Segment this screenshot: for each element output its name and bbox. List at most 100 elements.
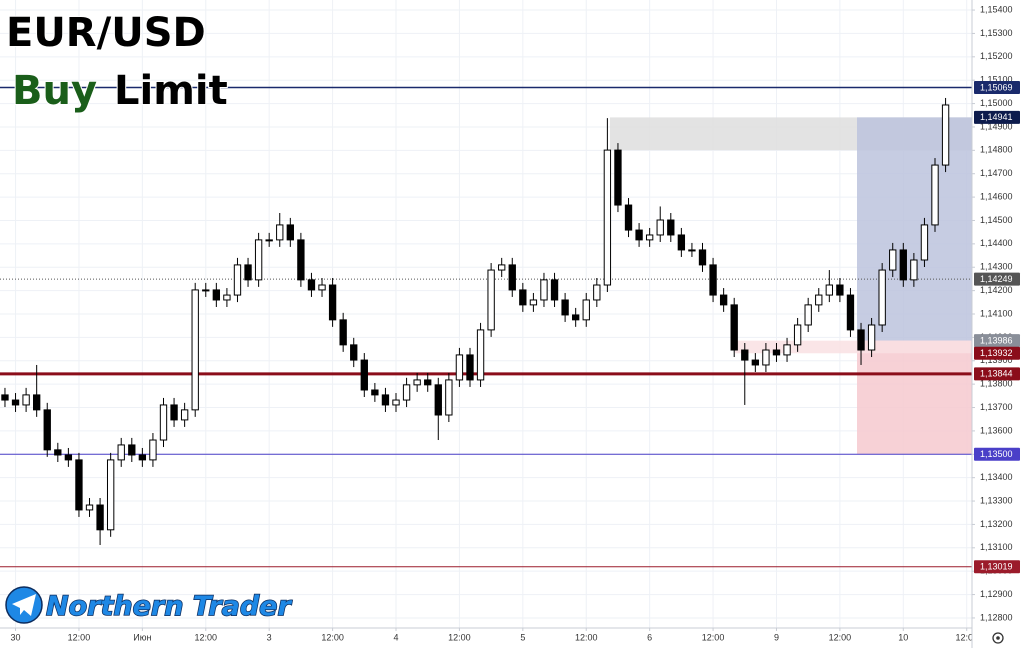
candle-body <box>350 344 358 361</box>
candle-body <box>561 299 569 316</box>
price-tag-label: 1,13986 <box>980 336 1013 346</box>
candle-body <box>128 444 136 456</box>
candle-body <box>265 239 273 242</box>
candle-body <box>931 164 939 226</box>
candle-body <box>138 454 147 461</box>
candle-body <box>550 279 559 301</box>
time-axis <box>0 628 1024 648</box>
candle-body <box>202 289 210 292</box>
settings-icon[interactable] <box>992 632 1004 644</box>
candle-body <box>276 224 284 241</box>
candle-body <box>677 234 686 251</box>
candle-body <box>286 224 294 241</box>
candle-body <box>582 299 590 321</box>
y-tick-label: 1,13200 <box>980 519 1013 529</box>
price-tag-label: 1,13844 <box>980 369 1013 379</box>
y-tick-label: 1,14400 <box>980 238 1013 248</box>
candle-body <box>170 404 178 421</box>
candle-body <box>688 249 696 252</box>
y-tick-label: 1,13300 <box>980 495 1013 505</box>
x-tick-label: 12:00 <box>448 632 471 642</box>
overlay: EUR/USD Buy Limit Northern Trader <box>5 9 1004 644</box>
zone <box>735 340 972 354</box>
candle-body <box>233 264 242 296</box>
candle-body <box>85 504 94 511</box>
candle-body <box>783 344 791 356</box>
candle-body <box>117 444 125 461</box>
candle-body <box>149 439 157 461</box>
candle-body <box>11 399 20 406</box>
candle-body <box>741 349 749 361</box>
candle-body <box>328 284 337 321</box>
candle-body <box>455 354 464 381</box>
y-tick-label: 1,15400 <box>980 4 1013 14</box>
price-axis: 1,15400 1,15300 1,15200 1,15100 1,15000 1,149… <box>971 0 1024 648</box>
price-panel <box>972 0 1024 648</box>
candle-body <box>793 324 802 346</box>
y-tick-label: 1,14100 <box>980 308 1013 318</box>
y-tick-label: 1,13700 <box>980 402 1013 412</box>
candle-body <box>857 329 865 351</box>
candle-body <box>1 394 9 401</box>
candle-body <box>825 284 833 296</box>
price-tag <box>974 272 1020 286</box>
candle-body <box>381 394 390 406</box>
y-tick-label: 1,13900 <box>980 355 1013 365</box>
candle-body <box>498 264 506 271</box>
y-tick-label: 1,14900 <box>980 121 1013 131</box>
candle-body <box>772 349 781 356</box>
y-tick-label: 1,14600 <box>980 191 1013 201</box>
candle-body <box>159 404 168 441</box>
y-tick-label: 1,14800 <box>980 145 1013 155</box>
candle-body <box>413 379 421 386</box>
candle-body <box>434 384 442 416</box>
price-tag <box>974 447 1020 461</box>
price-tag <box>974 346 1020 360</box>
candle-body <box>889 249 897 271</box>
x-tick-label: 12:00 <box>575 632 598 642</box>
candle-body <box>75 459 83 511</box>
logo-plane <box>12 594 36 616</box>
x-tick-label: 12:00 <box>68 632 91 642</box>
y-tick-label: 1,12800 <box>980 612 1013 622</box>
price-tag-label: 1,14249 <box>980 274 1013 284</box>
candle-body <box>603 149 612 286</box>
x-tick-label: 12:00 <box>321 632 344 642</box>
candle-body <box>624 204 633 231</box>
candle-body <box>719 294 728 306</box>
candle-body <box>297 239 305 281</box>
y-tick-label: 1,14200 <box>980 285 1013 295</box>
candle-body <box>762 349 770 366</box>
candle-body <box>402 384 411 401</box>
candle-body <box>244 264 252 281</box>
y-tick-label: 1,12900 <box>980 589 1013 599</box>
candle-body <box>804 304 812 326</box>
y-tick-label: 1,14700 <box>980 168 1013 178</box>
candle-body <box>836 284 844 296</box>
candle-body <box>751 359 760 366</box>
candle-body <box>96 504 104 531</box>
candle-body <box>33 394 41 411</box>
candle-body <box>910 259 918 281</box>
candle-body <box>529 299 538 306</box>
x-tick-label: Июн <box>133 632 151 642</box>
candle-body <box>614 149 622 206</box>
chart-title: EUR/USD <box>6 10 206 56</box>
x-tick-label: 9 <box>774 632 779 642</box>
candle-body <box>371 389 379 396</box>
x-tick-label: 12:00 <box>955 632 978 642</box>
x-tick-label: 10 <box>898 632 908 642</box>
candle-body <box>667 219 675 236</box>
candle-body <box>64 454 73 461</box>
price-tag <box>974 367 1020 381</box>
candle-body <box>593 284 601 301</box>
price-tag <box>974 334 1020 348</box>
x-tick-label: 12:00 <box>829 632 852 642</box>
y-tick-label: 1,15100 <box>980 75 1013 85</box>
y-tick-label: 1,15300 <box>980 28 1013 38</box>
candle-body <box>339 319 347 346</box>
candle-body <box>106 459 115 531</box>
candle-body <box>191 289 199 411</box>
